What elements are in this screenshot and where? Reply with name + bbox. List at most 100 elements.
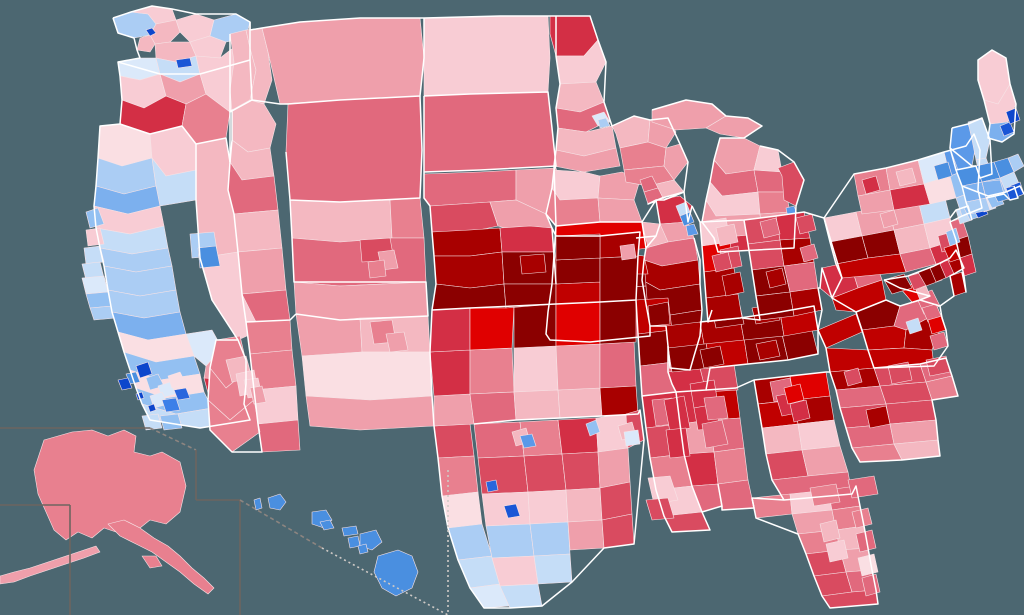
district-polygon[interactable]: [305, 395, 435, 431]
district-polygon[interactable]: [477, 455, 529, 495]
district-polygon[interactable]: [1005, 107, 1021, 125]
district-polygon[interactable]: [819, 519, 841, 543]
district-polygon[interactable]: [809, 483, 841, 507]
district-polygon[interactable]: [861, 325, 907, 351]
district-polygon[interactable]: [485, 479, 499, 493]
district-polygon[interactable]: [367, 259, 387, 279]
district-polygon[interactable]: [519, 253, 547, 275]
district-polygon[interactable]: [799, 243, 819, 263]
district-polygon[interactable]: [861, 175, 881, 195]
hawaii-oahu-east-polygon[interactable]: [319, 519, 335, 531]
district-polygon[interactable]: [761, 423, 803, 455]
district-polygon[interactable]: [701, 419, 729, 449]
district-polygon[interactable]: [1007, 153, 1024, 173]
district-polygon[interactable]: [755, 339, 781, 361]
district-polygon[interactable]: [503, 503, 521, 519]
hawaii-kauai-polygon[interactable]: [267, 493, 287, 511]
district-polygon[interactable]: [533, 553, 573, 585]
district-polygon[interactable]: [663, 143, 689, 181]
district-polygon[interactable]: [429, 349, 471, 397]
district-polygon[interactable]: [783, 261, 819, 293]
alaska-district-polygon[interactable]: [33, 429, 187, 541]
district-polygon[interactable]: [469, 305, 515, 351]
district-polygon[interactable]: [147, 403, 157, 413]
district-polygon[interactable]: [759, 217, 781, 239]
district-polygon[interactable]: [161, 397, 181, 413]
district-polygon[interactable]: [519, 433, 537, 449]
district-polygon[interactable]: [423, 169, 517, 207]
district-polygon[interactable]: [645, 497, 675, 521]
district-polygon[interactable]: [713, 447, 749, 485]
district-polygon[interactable]: [301, 351, 433, 401]
district-polygon[interactable]: [717, 479, 755, 511]
district-polygon[interactable]: [431, 227, 503, 257]
district-polygon[interactable]: [385, 331, 409, 353]
district-polygon[interactable]: [797, 419, 841, 451]
district-polygon[interactable]: [561, 451, 601, 491]
kodiak-island-polygon[interactable]: [141, 555, 163, 569]
district-polygon[interactable]: [801, 445, 849, 477]
district-polygon[interactable]: [141, 413, 163, 431]
district-polygon[interactable]: [117, 377, 133, 391]
district-polygon[interactable]: [291, 237, 427, 287]
district-polygon[interactable]: [469, 391, 517, 425]
district-polygon[interactable]: [189, 35, 227, 59]
district-polygon[interactable]: [599, 341, 637, 389]
district-polygon[interactable]: [389, 197, 425, 239]
district-polygon[interactable]: [83, 245, 105, 265]
district-polygon[interactable]: [879, 209, 899, 229]
district-polygon[interactable]: [599, 481, 633, 521]
district-polygon[interactable]: [527, 489, 569, 525]
district-polygon[interactable]: [933, 161, 953, 181]
district-polygon[interactable]: [557, 387, 603, 419]
district-polygon[interactable]: [485, 523, 535, 559]
district-polygon[interactable]: [145, 27, 157, 37]
district-polygon[interactable]: [751, 493, 793, 519]
hawaii-molokai-polygon[interactable]: [341, 525, 359, 537]
district-polygon[interactable]: [237, 247, 287, 295]
district-polygon[interactable]: [721, 271, 745, 297]
district-polygon[interactable]: [423, 15, 551, 97]
district-polygon[interactable]: [295, 313, 363, 357]
district-polygon[interactable]: [647, 475, 679, 505]
district-polygon[interactable]: [429, 307, 471, 353]
district-polygon[interactable]: [747, 239, 785, 271]
district-polygon[interactable]: [685, 223, 699, 237]
alaska-peninsula-polygon[interactable]: [107, 519, 215, 595]
district-polygon[interactable]: [601, 513, 635, 549]
district-polygon[interactable]: [233, 209, 283, 253]
district-polygon[interactable]: [795, 213, 817, 235]
district-polygon[interactable]: [85, 227, 105, 247]
district-polygon[interactable]: [623, 429, 641, 447]
district-polygon[interactable]: [81, 275, 109, 295]
district-polygon[interactable]: [843, 367, 863, 387]
district-polygon[interactable]: [433, 423, 475, 459]
district-polygon[interactable]: [423, 91, 557, 173]
district-polygon[interactable]: [551, 169, 601, 201]
district-polygon[interactable]: [905, 317, 923, 335]
district-polygon[interactable]: [167, 371, 187, 389]
district-polygon[interactable]: [555, 281, 601, 305]
district-polygon[interactable]: [513, 345, 559, 393]
district-polygon[interactable]: [567, 519, 605, 551]
district-polygon[interactable]: [499, 225, 555, 253]
district-polygon[interactable]: [865, 405, 891, 429]
district-polygon[interactable]: [513, 389, 561, 421]
district-polygon[interactable]: [245, 319, 293, 355]
district-polygon[interactable]: [555, 257, 601, 285]
district-polygon[interactable]: [825, 539, 849, 563]
district-polygon[interactable]: [647, 301, 671, 327]
district-polygon[interactable]: [765, 449, 809, 481]
hawaii-bigisland-polygon[interactable]: [373, 549, 419, 597]
hawaii-niihau-polygon[interactable]: [253, 497, 263, 511]
district-polygon[interactable]: [285, 95, 423, 203]
district-polygon[interactable]: [703, 395, 729, 421]
district-polygon[interactable]: [289, 199, 393, 243]
district-polygon[interactable]: [755, 291, 795, 321]
district-polygon[interactable]: [565, 487, 603, 523]
district-polygon[interactable]: [857, 553, 879, 577]
district-polygon[interactable]: [431, 283, 507, 311]
district-polygon[interactable]: [783, 383, 805, 405]
district-polygon[interactable]: [491, 555, 539, 587]
district-polygon[interactable]: [433, 251, 505, 289]
